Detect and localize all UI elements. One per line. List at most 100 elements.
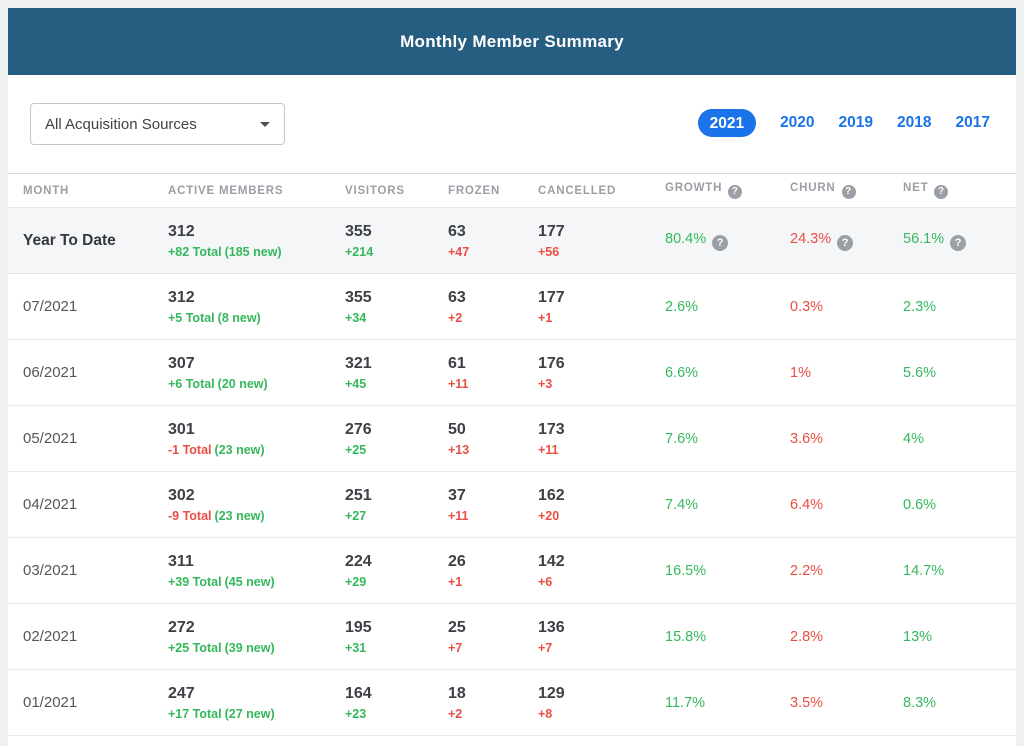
active-delta: +5 Total <box>168 310 215 325</box>
cell-net: 8.3% <box>888 669 1016 736</box>
cell-cancelled: 177 +56 <box>523 207 650 274</box>
net-percent: 5.6% <box>903 364 937 381</box>
cancelled-value: 177 <box>538 222 565 240</box>
active-delta: +6 Total <box>168 376 215 391</box>
active-value: 312 <box>168 222 195 240</box>
churn-percent: 2.2% <box>790 562 824 579</box>
help-icon[interactable]: ? <box>950 235 967 251</box>
frozen-delta: +11 <box>448 376 469 391</box>
visitors-delta: +214 <box>345 244 374 259</box>
cell-frozen: 61 +11 <box>433 339 523 406</box>
net-percent: 2.3% <box>903 298 937 315</box>
column-header-net: NET? <box>888 173 1016 208</box>
year-tab-2018[interactable]: 2018 <box>897 114 932 132</box>
column-header-churn: CHURN? <box>775 173 888 208</box>
frozen-value: 63 <box>448 222 466 240</box>
acquisition-source-value: All Acquisition Sources <box>45 115 197 133</box>
year-tab-2017[interactable]: 2017 <box>955 114 990 132</box>
cancelled-delta: +20 <box>538 508 560 523</box>
frozen-change: +11 <box>448 509 523 523</box>
frozen-value: 50 <box>448 420 466 438</box>
frozen-delta: +13 <box>448 442 470 457</box>
column-header-label: VISITORS <box>345 184 405 197</box>
cell-month: Year To Date <box>8 207 153 274</box>
growth-percent: 11.7% <box>665 694 706 711</box>
frozen-value: 37 <box>448 486 466 504</box>
active-change: +6 Total (20 new) <box>168 377 330 391</box>
active-value: 272 <box>168 618 195 636</box>
column-header-label: ACTIVE MEMBERS <box>168 184 284 197</box>
cell-cancelled: 176 +3 <box>523 339 650 406</box>
cell-growth: 11.7% <box>650 669 775 736</box>
frozen-delta: +7 <box>448 640 463 655</box>
active-change: +5 Total (8 new) <box>168 311 330 325</box>
active-value: 311 <box>168 552 194 570</box>
help-icon[interactable]: ? <box>728 184 743 199</box>
cell-growth: 16.5% <box>650 537 775 604</box>
cancelled-delta: +1 <box>538 310 553 325</box>
net-percent: 4% <box>903 430 924 447</box>
cell-visitors: 321 +45 <box>330 339 433 406</box>
month-label: 07/2021 <box>23 297 78 315</box>
churn-percent: 2.8% <box>790 628 824 645</box>
cell-visitors: 164 +23 <box>330 669 433 736</box>
active-new: (45 new) <box>224 574 275 589</box>
growth-percent: 80.4% <box>665 231 707 247</box>
month-label: 06/2021 <box>23 363 78 381</box>
frozen-value: 63 <box>448 288 466 306</box>
active-delta: -1 Total <box>168 442 212 457</box>
help-icon[interactable]: ? <box>841 184 856 199</box>
column-header-label: NET <box>903 182 929 195</box>
visitors-change: +45 <box>345 377 433 391</box>
visitors-change: +29 <box>345 575 433 589</box>
visitors-value: 251 <box>345 486 372 504</box>
active-change: -1 Total (23 new) <box>168 443 330 457</box>
cell-churn: 2.2% <box>775 537 888 604</box>
active-new: (39 new) <box>224 640 275 655</box>
table-row: 05/2021 301 -1 Total (23 new) 276 +25 50 +13 173… <box>8 405 1016 472</box>
cell-visitors: 251 +27 <box>330 471 433 538</box>
column-header-frozen: FROZEN <box>433 173 523 208</box>
cell-growth: 7.4% <box>650 471 775 538</box>
cell-frozen: 50 +13 <box>433 405 523 472</box>
frozen-change: +2 <box>448 707 523 721</box>
year-tab-2021[interactable]: 2021 <box>697 108 757 138</box>
column-header-label: CHURN <box>790 182 836 195</box>
month-label: 02/2021 <box>23 627 78 645</box>
cancelled-delta: +56 <box>538 244 560 259</box>
cell-churn: 1% <box>775 339 888 406</box>
cell-cancelled: 177 +1 <box>523 273 650 340</box>
cell-month: 04/2021 <box>8 471 153 538</box>
help-icon[interactable]: ? <box>934 184 949 199</box>
year-tab-2020[interactable]: 2020 <box>780 114 815 132</box>
help-icon[interactable]: ? <box>712 235 729 251</box>
frozen-change: +11 <box>448 377 523 391</box>
column-header-visitors: VISITORS <box>330 173 433 208</box>
active-delta: +25 Total <box>168 640 222 655</box>
cell-churn: 3.6% <box>775 405 888 472</box>
cancelled-value: 177 <box>538 288 565 306</box>
frozen-value: 25 <box>448 618 466 636</box>
cell-visitors: 355 +214 <box>330 207 433 274</box>
help-icon[interactable]: ? <box>837 235 854 251</box>
cell-net: 5.6% <box>888 339 1016 406</box>
filter-bar: All Acquisition Sources 2021 2020 2019 2018… <box>8 75 1016 173</box>
active-value: 307 <box>168 354 195 372</box>
month-label: 03/2021 <box>23 561 78 579</box>
frozen-value: 26 <box>448 552 466 570</box>
cell-active: 302 -9 Total (23 new) <box>153 471 330 538</box>
active-delta: +39 Total <box>168 574 222 589</box>
visitors-value: 355 <box>345 288 372 306</box>
acquisition-source-dropdown[interactable]: All Acquisition Sources <box>30 103 285 145</box>
visitors-change: +34 <box>345 311 433 325</box>
visitors-delta: +27 <box>345 508 367 523</box>
churn-percent: 1% <box>790 364 811 381</box>
cancelled-change: +20 <box>538 509 650 523</box>
growth-percent: 6.6% <box>665 364 699 381</box>
cell-churn: 24.3%? <box>775 207 888 274</box>
visitors-delta: +31 <box>345 640 367 655</box>
cancelled-change: +7 <box>538 641 650 655</box>
churn-percent: 24.3% <box>790 231 832 247</box>
cancelled-delta: +3 <box>538 376 553 391</box>
year-tab-2019[interactable]: 2019 <box>838 114 874 132</box>
